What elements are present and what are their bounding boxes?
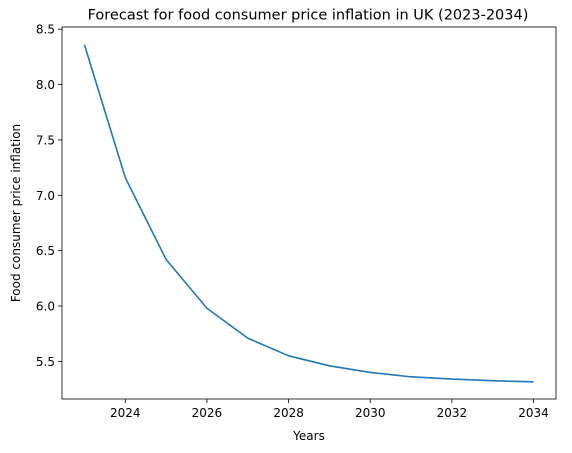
- chart-title: Forecast for food consumer price inflati…: [88, 8, 529, 24]
- x-axis-label: Years: [292, 429, 325, 443]
- x-tick-label: 2032: [437, 406, 468, 420]
- x-tick-label: 2024: [110, 406, 141, 420]
- y-tick-label: 7.5: [36, 133, 55, 147]
- series-line: [83, 44, 534, 383]
- y-tick-label: 6.5: [36, 244, 55, 258]
- x-tick-label: 2030: [355, 406, 386, 420]
- y-tick-label: 7.0: [36, 189, 55, 203]
- x-axis: 2024 2026 2028 2030 2032 2034: [110, 399, 549, 420]
- x-tick-label: 2026: [192, 406, 223, 420]
- x-tick-label: 2028: [273, 406, 304, 420]
- series-layer: [83, 44, 534, 383]
- y-axis: 5.5 6.0 6.5 7.0 7.5 8.0 8.5: [36, 23, 62, 369]
- x-tick-label: 2034: [518, 406, 549, 420]
- y-tick-label: 6.0: [36, 300, 55, 314]
- y-tick-label: 8.0: [36, 78, 55, 92]
- y-tick-label: 5.5: [36, 355, 55, 369]
- y-axis-label: Food consumer price inflation: [9, 124, 23, 302]
- axes-frame: [61, 26, 557, 400]
- plot-area: 2024 2026 2028 2030 2032 2034 5.5 6.0 6.5 7.0 7.5…: [36, 23, 557, 420]
- y-tick-label: 8.5: [36, 23, 55, 37]
